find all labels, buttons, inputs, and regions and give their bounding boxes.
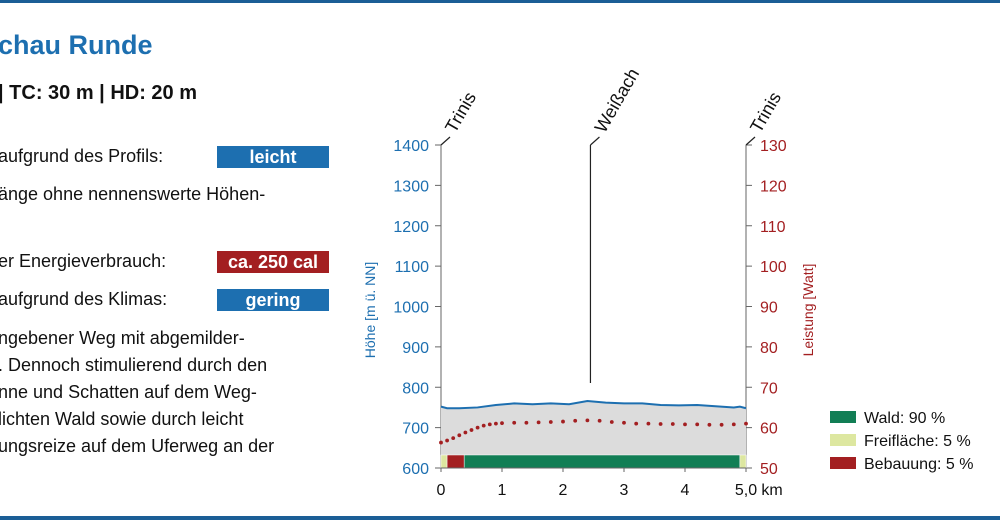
top-frame-border — [0, 0, 1000, 3]
legend-swatch — [830, 434, 856, 446]
surface-segment — [463, 454, 741, 469]
elevation-line — [440, 399, 747, 410]
power-point — [481, 423, 486, 428]
profile-badge: leicht — [217, 146, 329, 168]
power-point — [683, 422, 687, 427]
route-stats: | TC: 30 m | HD: 20 m — [0, 82, 198, 104]
y-tick-label: 700 — [402, 421, 429, 438]
power-point — [445, 438, 449, 443]
waypoint-label: Trinis — [746, 88, 785, 136]
y-tick-label: 1000 — [393, 300, 429, 317]
y2-tick-label: 70 — [760, 380, 778, 397]
bottom-frame-border — [0, 516, 1000, 520]
y2-tick-label: 130 — [760, 138, 787, 155]
power-point — [451, 436, 456, 441]
legend-swatch — [830, 411, 856, 423]
y-tick-label: 1400 — [393, 138, 429, 155]
y-axis-title: Höhe [m ü. NN] — [362, 262, 378, 358]
waypoint-tick — [745, 136, 756, 146]
power-point — [585, 418, 590, 423]
energy-label: er Energieverbrauch: — [0, 251, 167, 271]
x-tick-label: 4 — [681, 482, 690, 499]
y-tick-label: 1200 — [393, 219, 429, 236]
power-point — [475, 425, 480, 430]
climate-badge: gering — [217, 289, 329, 311]
power-point — [707, 422, 712, 427]
power-point — [609, 420, 614, 424]
legend-label: Wald: 90 % — [864, 410, 945, 427]
power-point — [500, 421, 504, 426]
elevation-area — [441, 400, 746, 468]
power-point — [469, 428, 474, 432]
power-point — [487, 422, 492, 427]
power-point — [463, 430, 468, 435]
energy-badge: ca. 250 cal — [217, 251, 329, 273]
waypoint-tick — [440, 136, 451, 146]
surface-segment — [446, 454, 465, 469]
power-point — [597, 418, 602, 423]
y2-tick-label: 60 — [760, 421, 778, 438]
x-unit-label: km — [761, 482, 782, 499]
power-point — [744, 421, 748, 426]
y-tick-label: 1100 — [395, 259, 430, 276]
y2-tick-label: 120 — [760, 178, 787, 195]
y-tick-label: 800 — [402, 380, 429, 397]
description-line: ngebener Weg mit abgemilder- — [0, 328, 245, 348]
y2-tick-label: 100 — [760, 259, 787, 276]
description-line: ungsreize auf dem Uferweg an der — [0, 436, 275, 456]
x-tick-label: 0 — [437, 482, 446, 499]
power-point — [695, 422, 700, 427]
y2-axis-title: Leistung [Watt] — [800, 264, 816, 357]
waypoint-tick — [590, 136, 600, 146]
y-tick-label: 1300 — [393, 178, 429, 195]
y-tick-label: 900 — [402, 340, 429, 357]
description-line: lichten Wald sowie durch leicht — [0, 409, 244, 429]
y2-tick-label: 110 — [760, 219, 786, 236]
y2-tick-label: 80 — [760, 340, 778, 357]
power-point — [670, 422, 675, 426]
power-point — [494, 421, 498, 426]
description-line: . Dennoch stimulierend durch den — [0, 355, 268, 375]
power-point — [731, 422, 736, 427]
power-point — [512, 420, 517, 425]
power-point — [548, 420, 553, 424]
x-tick-label: 2 — [559, 482, 568, 499]
legend-label: Freifläche: 5 % — [864, 433, 971, 450]
route-title: chau Runde — [0, 30, 153, 60]
power-point — [622, 420, 626, 425]
legend-swatch — [830, 457, 856, 469]
power-point — [646, 421, 651, 426]
y2-tick-label: 90 — [760, 300, 778, 317]
power-point — [573, 418, 578, 423]
power-point — [634, 421, 639, 426]
power-point — [524, 420, 529, 425]
surface-segment — [739, 454, 747, 469]
x-tick-label: 1 — [498, 482, 507, 499]
power-point — [658, 422, 663, 426]
surface-segment — [440, 454, 448, 469]
x-tick-label: 5,0 — [735, 482, 757, 499]
y-tick-label: 600 — [402, 461, 429, 478]
legend-label: Bebauung: 5 % — [864, 456, 973, 473]
profile-label: aufgrund des Profils: — [0, 146, 164, 166]
y2-tick-label: 50 — [760, 461, 778, 478]
power-point — [457, 433, 462, 438]
power-point — [439, 440, 443, 445]
description-line: nne und Schatten auf dem Weg- — [0, 382, 257, 402]
waypoint-label: Weißach — [591, 65, 644, 136]
power-point — [536, 420, 541, 425]
profile-description: änge ohne nennenswerte Höhen- — [0, 184, 266, 204]
x-tick-label: 3 — [620, 482, 629, 499]
waypoint-label: Trinis — [441, 88, 480, 136]
power-point — [561, 419, 565, 424]
climate-label: aufgrund des Klimas: — [0, 289, 168, 309]
power-point — [719, 422, 724, 427]
